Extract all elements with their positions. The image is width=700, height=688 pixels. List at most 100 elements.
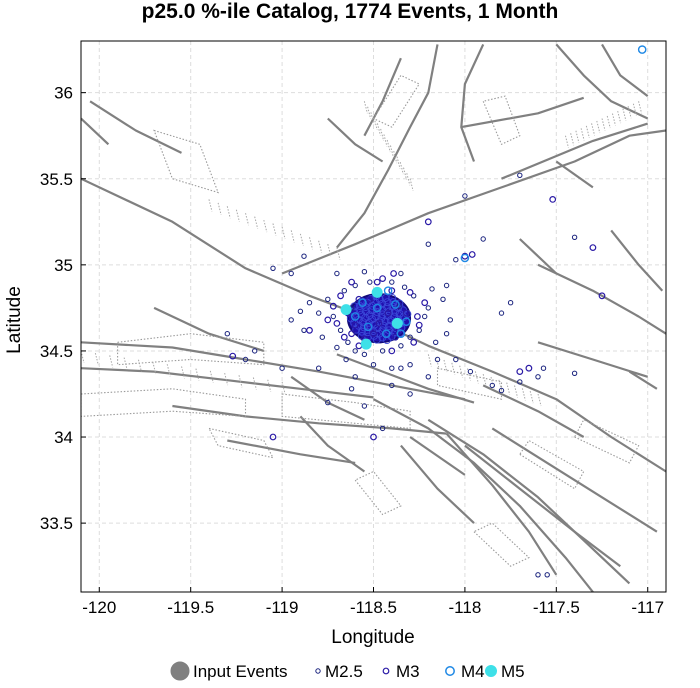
point-m5 [371,286,383,298]
y-tick-label: 34.5 [40,342,73,361]
point-m2_5 [407,362,413,368]
point-m2_5 [425,241,431,247]
point-m3 [370,330,377,338]
y-tick-label: 35.5 [40,170,73,189]
point-m2_5 [489,382,495,389]
point-m2_5 [270,265,276,271]
cluster-event [370,331,379,340]
point-m3 [410,338,418,346]
point-m4 [396,329,406,339]
point-m3 [390,270,398,277]
cluster-event [367,306,376,315]
fault-hatch [606,115,611,129]
fault-hatch [254,216,259,229]
point-m2_5 [343,356,349,363]
legend-label: M2.5 [325,662,363,681]
point-m2_5 [443,331,450,337]
point-m2_5 [440,296,446,302]
fault-hatch [137,359,142,372]
point-m2_5 [535,572,541,578]
point-m2_5 [361,269,368,275]
fault-line [153,306,265,352]
fault-line [327,117,384,163]
point-m3 [379,275,387,283]
point-m3 [340,333,348,341]
point-m2_5 [467,368,474,375]
point-m3 [329,302,337,310]
legend-label: M5 [501,662,525,681]
point-m2_5 [480,236,486,242]
fault-line [519,238,558,275]
point-m2_5 [433,339,439,345]
point-m2_5 [337,327,344,333]
point-m2_5 [301,253,307,259]
fault-zone [117,333,265,366]
fault-hatch [406,173,411,186]
fault-hatch [299,233,304,246]
point-m3 [337,292,345,300]
legend-label: M4 [461,662,485,681]
point-m2_5 [517,172,523,179]
fault-zone [473,522,530,567]
point-m3 [403,309,410,317]
point-m3 [370,433,377,441]
fault-hatch [245,213,250,226]
x-tick-label: -119 [266,598,299,617]
fault-line [445,432,558,576]
legend: Input Events M2.5 M3 M4 M5 [170,661,525,681]
fault-zone [153,129,220,194]
point-m2_5 [352,348,358,354]
fault-line [81,117,110,146]
fault-hatch [396,156,401,169]
cluster-event [396,328,404,337]
point-m4 [637,45,647,54]
legend-marker [485,665,497,677]
legend-marker [382,667,390,675]
point-m2_5 [462,193,468,199]
x-tick-label: -119.5 [167,598,214,617]
fault-line [501,122,649,180]
point-m2_5 [334,270,340,277]
fault-line [81,367,374,399]
point-m2_5 [544,572,550,578]
fault-hatch [166,364,171,377]
fault-hatch [611,113,616,126]
point-m2_5 [319,334,325,340]
point-m3 [229,352,237,360]
point-m2_5 [370,362,377,368]
fault-line [537,341,649,378]
fault-zone [519,439,585,490]
fault-line [400,444,475,524]
point-m3 [415,321,423,329]
fault-zone [482,95,521,146]
fault-hatch [267,379,272,392]
fault-line [409,436,466,476]
point-m2_5 [398,365,404,371]
point-m2_5 [422,313,428,320]
point-m2_5 [389,382,395,389]
point-m2_5 [535,374,541,380]
point-m2_5 [330,313,336,320]
point-m3 [366,295,374,303]
point-m2_5 [379,348,386,354]
point-m3 [373,278,381,286]
point-m2_5 [507,300,514,306]
point-m3 [525,364,533,372]
fault-line [299,415,366,473]
fault-hatch [386,139,391,153]
fault-line [555,160,594,189]
fault-hatch [363,101,368,114]
point-m3 [348,278,356,286]
fault-line [610,229,664,292]
fault-line [460,43,485,162]
cluster-event [364,318,373,327]
y-axis-label: Latitude [4,286,25,354]
point-m2_5 [389,279,395,285]
fault-hatch [152,361,157,375]
fault-line [281,129,666,275]
y-tick-label: 34 [54,428,73,447]
fault-hatch [383,134,388,147]
legend-label: M3 [396,662,420,681]
point-m2_5 [571,370,578,376]
fault-hatch [208,199,213,212]
